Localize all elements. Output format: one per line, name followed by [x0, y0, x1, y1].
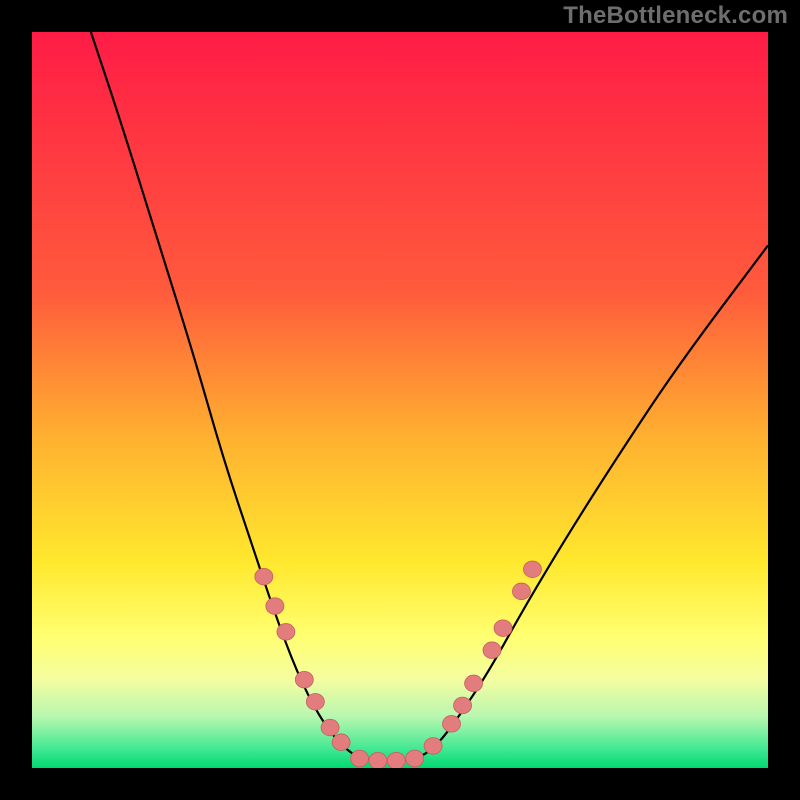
data-marker: [277, 624, 295, 641]
data-marker: [255, 568, 273, 585]
data-marker: [306, 693, 324, 710]
data-marker: [443, 716, 461, 733]
data-marker: [483, 642, 501, 659]
plot-area: [32, 32, 768, 769]
data-marker: [512, 583, 530, 600]
data-marker: [321, 719, 339, 736]
data-marker: [332, 734, 350, 751]
watermark-text: TheBottleneck.com: [563, 2, 788, 30]
chart-wrapper: TheBottleneck.com: [0, 0, 800, 800]
bottleneck-chart: [0, 0, 800, 800]
data-marker: [369, 752, 387, 769]
data-marker: [406, 750, 424, 767]
data-marker: [351, 750, 369, 767]
data-marker: [387, 752, 405, 769]
data-marker: [465, 675, 483, 692]
data-marker: [454, 697, 472, 714]
data-marker: [424, 738, 442, 755]
data-marker: [523, 561, 541, 578]
data-marker: [494, 620, 512, 637]
data-marker: [266, 598, 284, 615]
gradient-background: [32, 32, 768, 768]
data-marker: [295, 671, 313, 688]
